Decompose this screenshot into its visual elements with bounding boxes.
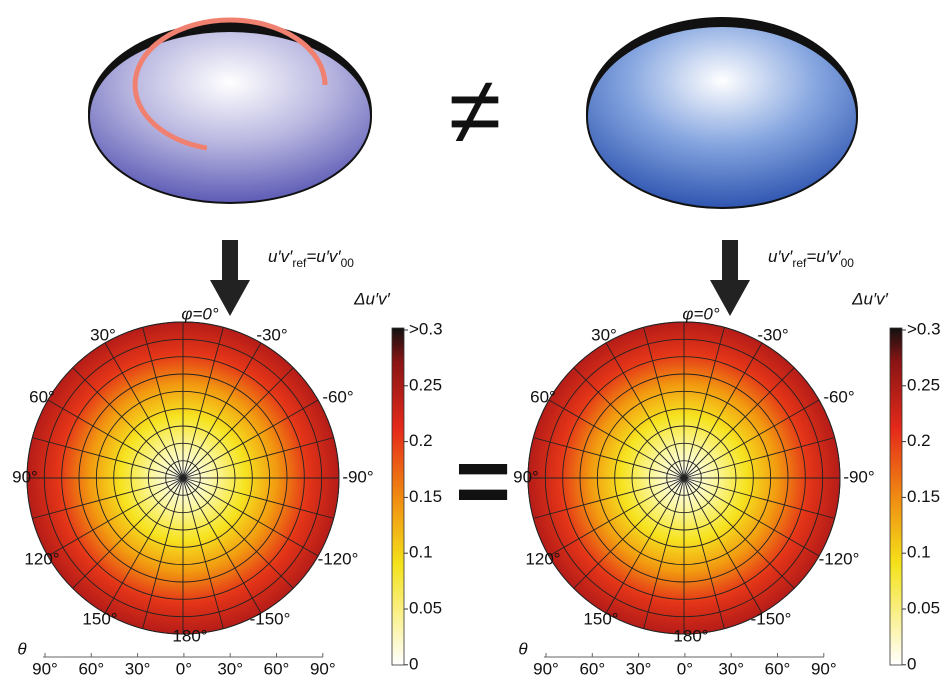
colorbar-tick-label: 0.2 (907, 431, 931, 450)
polar-label: 30° (90, 325, 116, 344)
theta-tick-label: 90° (533, 659, 559, 678)
colorbar-tick-label: 0 (409, 654, 418, 673)
polar-label: -150° (250, 609, 291, 628)
polar-label: φ=0° (682, 304, 719, 323)
theta-tick-label: 60° (579, 659, 605, 678)
polar-label: -60° (322, 387, 353, 406)
arrow-shaft (722, 240, 738, 282)
polar-label: 60° (530, 387, 556, 406)
polar-label: 150° (82, 609, 117, 628)
theta-label: θ (518, 639, 528, 658)
formula-part: 00 (341, 256, 355, 270)
dome (89, 31, 371, 203)
theta-label: θ (17, 639, 27, 658)
formula-part: 00 (841, 256, 855, 270)
formula: u′v′ref=u′v′00 (768, 247, 854, 270)
colorbar-tick-label: 0.1 (907, 543, 931, 562)
polar-label: φ=0° (181, 304, 218, 323)
theta-tick-label: 0° (176, 659, 192, 678)
theta-tick-label: 30° (217, 659, 243, 678)
theta-tick-label: 60° (78, 659, 104, 678)
polar-label: -30° (256, 325, 287, 344)
theta-tick-label: 30° (718, 659, 744, 678)
theta-tick-label: 0° (677, 659, 693, 678)
colorbar-tick-label: >0.3 (409, 319, 443, 338)
theta-tick-label: 90° (310, 659, 336, 678)
polar-label: -30° (757, 325, 788, 344)
formula-part: =u′v′ (306, 247, 341, 266)
polar-label: -120° (318, 549, 359, 568)
polar-label: 180° (673, 626, 708, 645)
colorbar-tick-label: 0.2 (409, 431, 433, 450)
colorbar-title: Δu′v′ (353, 289, 391, 308)
theta-tick-label: 90° (811, 659, 837, 678)
polar-label: 30° (591, 325, 617, 344)
polar-label: -90° (843, 467, 874, 486)
colorbar-tick-label: 0.25 (409, 375, 442, 394)
colorbar-tick-label: 0.15 (907, 487, 940, 506)
colorbar (890, 328, 902, 665)
formula-part: =u′v′ (806, 247, 841, 266)
colorbar (392, 328, 404, 665)
theta-tick-label: 60° (765, 659, 791, 678)
polar-label: 150° (583, 609, 618, 628)
polar-label: -120° (819, 549, 860, 568)
colorbar-title: Δu′v′ (851, 289, 889, 308)
figure: ≠ = u′v′ref=u′v′00φ=0°30°-30°60°-60°90°-… (0, 0, 947, 683)
theta-tick-label: 60° (264, 659, 290, 678)
colorbar-tick-label: 0 (907, 654, 916, 673)
colorbar-tick-label: 0.1 (409, 543, 433, 562)
dome (587, 26, 857, 208)
relation-bottom: = (455, 427, 511, 534)
colorbar-tick-label: 0.25 (907, 375, 940, 394)
colorbar-tick-label: >0.3 (907, 319, 941, 338)
formula-part: ref (792, 256, 807, 270)
polar-label: 90° (513, 467, 539, 486)
formula-part: u′v′ (768, 247, 793, 266)
polar-label: -150° (751, 609, 792, 628)
colorbar-tick-label: 0.15 (409, 487, 442, 506)
arrow-shaft (222, 240, 238, 282)
theta-tick-label: 90° (32, 659, 58, 678)
colorbar-tick-label: 0.05 (907, 598, 940, 617)
formula-part: ref (292, 256, 307, 270)
polar-label: 60° (29, 387, 55, 406)
polar-label: 120° (525, 549, 560, 568)
polar-label: 120° (24, 549, 59, 568)
formula-part: u′v′ (268, 247, 293, 266)
formula: u′v′ref=u′v′00 (268, 247, 354, 270)
polar-label: -60° (823, 387, 854, 406)
polar-label: 90° (12, 467, 38, 486)
theta-tick-label: 30° (125, 659, 151, 678)
relation-top: ≠ (449, 57, 502, 164)
polar-label: -90° (342, 467, 373, 486)
theta-tick-label: 30° (626, 659, 652, 678)
polar-label: 180° (172, 626, 207, 645)
colorbar-tick-label: 0.05 (409, 598, 442, 617)
